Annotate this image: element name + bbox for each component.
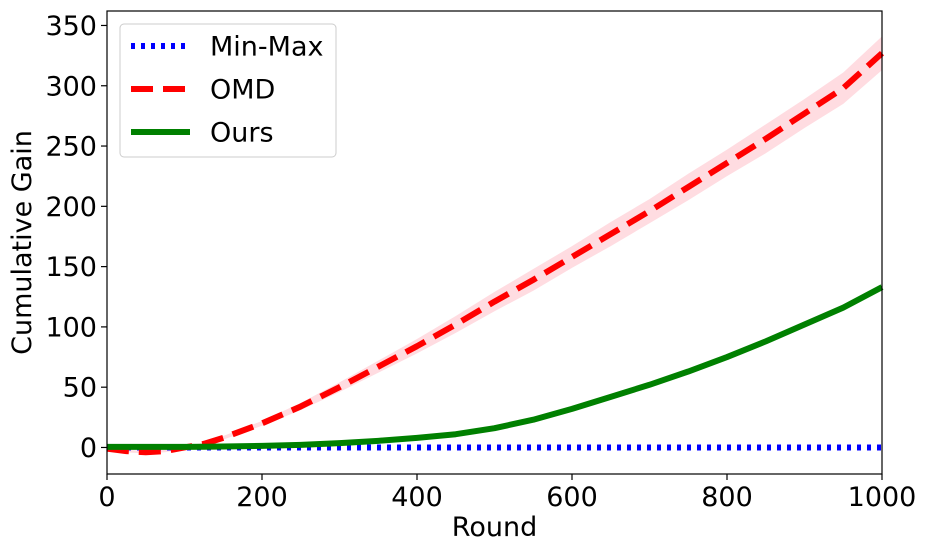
y-tick-label: 100 xyxy=(45,312,97,343)
x-tick-label: 800 xyxy=(701,482,753,513)
legend: Min-Max OMD Ours xyxy=(119,23,337,158)
y-tick-label: 50 xyxy=(63,373,97,404)
series-lines xyxy=(106,50,885,456)
legend-box xyxy=(119,23,337,158)
y-axis-ticks: 0 50 100 150 200 250 300 350 xyxy=(45,11,107,464)
y-tick-label: 250 xyxy=(45,132,97,163)
x-tick-label: 400 xyxy=(391,482,443,513)
x-tick-label: 1000 xyxy=(848,482,917,513)
y-tick-label: 300 xyxy=(45,71,97,102)
y-axis-label: Cumulative Gain xyxy=(7,130,38,355)
series-line-ours xyxy=(107,284,884,450)
y-tick-label: 350 xyxy=(45,11,97,42)
y-tick-label: 150 xyxy=(45,252,97,283)
legend-label-omd: OMD xyxy=(210,75,275,106)
x-axis-label: Round xyxy=(452,512,537,543)
legend-label-ours: Ours xyxy=(210,118,274,149)
x-axis-ticks: 0 200 400 600 800 1000 xyxy=(98,474,916,513)
x-tick-label: 200 xyxy=(236,482,288,513)
y-tick-label: 200 xyxy=(45,192,97,223)
x-tick-label: 0 xyxy=(98,482,115,513)
y-tick-label: 0 xyxy=(80,433,97,464)
x-tick-label: 600 xyxy=(546,482,598,513)
plot-area-frame xyxy=(106,10,883,475)
legend-label-min-max: Min-Max xyxy=(210,32,323,63)
